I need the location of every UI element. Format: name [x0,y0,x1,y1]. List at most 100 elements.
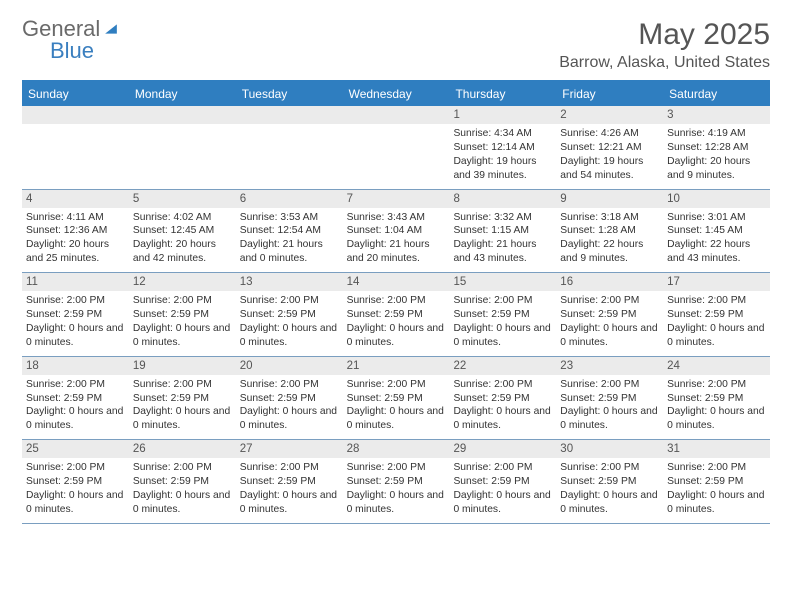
day-details: Sunrise: 3:18 AMSunset: 1:28 AMDaylight:… [560,211,659,267]
date-number [129,106,236,124]
day-cell [22,106,129,189]
day-cell: 30 Sunrise: 2:00 PMSunset: 2:59 PMDayligh… [556,440,663,523]
page-title: May 2025 [559,18,770,52]
week-row: 1 Sunrise: 4:34 AMSunset: 12:14 AMDayligh… [22,106,770,190]
day-header: Friday [556,82,663,106]
day-details: Sunrise: 2:00 PMSunset: 2:59 PMDaylight:… [347,378,446,434]
day-header: Thursday [449,82,556,106]
day-details: Sunrise: 2:00 PMSunset: 2:59 PMDaylight:… [560,378,659,434]
day-cell: 20Sunrise: 2:00 PMSunset: 2:59 PMDayligh… [236,357,343,440]
logo-text: General Blue [22,18,121,62]
date-number: 26 [129,440,236,458]
date-number: 3 [663,106,770,124]
day-cell: 21 Sunrise: 2:00 PMSunset: 2:59 PMDayligh… [343,357,450,440]
date-number: 21 [343,357,450,375]
date-number: 8 [449,190,556,208]
day-details: Sunrise: 3:01 AMSunset: 1:45 AMDaylight:… [667,211,766,267]
day-details: Sunrise: 2:00 PMSunset: 2:59 PMDaylight:… [347,461,446,517]
day-cell: 19Sunrise: 2:00 PMSunset: 2:59 PMDayligh… [129,357,236,440]
date-number: 18 [22,357,129,375]
calendar: SundayMondayTuesdayWednesdayThursdayFrid… [22,80,770,524]
day-details: Sunrise: 2:00 PMSunset: 2:59 PMDaylight:… [240,378,339,434]
date-number: 25 [22,440,129,458]
day-details: Sunrise: 4:19 AMSunset: 12:28 AMDaylight… [667,127,766,183]
date-number: 10 [663,190,770,208]
day-details: Sunrise: 3:43 AMSunset: 1:04 AMDaylight:… [347,211,446,267]
day-cell: 28 Sunrise: 2:00 PMSunset: 2:59 PMDayligh… [343,440,450,523]
title-block: May 2025 Barrow, Alaska, United States [559,18,770,72]
date-number: 28 [343,440,450,458]
location: Barrow, Alaska, United States [559,54,770,72]
day-header: Wednesday [343,82,450,106]
day-cell: 14 Sunrise: 2:00 PMSunset: 2:59 PMDayligh… [343,273,450,356]
date-number: 24 [663,357,770,375]
day-details: Sunrise: 2:00 PMSunset: 2:59 PMDaylight:… [453,461,552,517]
day-cell: 6Sunrise: 3:53 AMSunset: 12:54 AMDayligh… [236,190,343,273]
date-number: 29 [449,440,556,458]
date-number: 9 [556,190,663,208]
day-details: Sunrise: 2:00 PMSunset: 2:59 PMDaylight:… [667,294,766,350]
day-cell: 12 Sunrise: 2:00 PMSunset: 2:59 PMDayligh… [129,273,236,356]
logo: General Blue [22,18,121,62]
date-number: 14 [343,273,450,291]
day-cell: 15Sunrise: 2:00 PMSunset: 2:59 PMDayligh… [449,273,556,356]
day-details: Sunrise: 3:53 AMSunset: 12:54 AMDaylight… [240,211,339,267]
date-number: 13 [236,273,343,291]
day-header: Tuesday [236,82,343,106]
day-details: Sunrise: 4:26 AMSunset: 12:21 AMDaylight… [560,127,659,183]
day-cell: 26 Sunrise: 2:00 PMSunset: 2:59 PMDayligh… [129,440,236,523]
day-cell: 10 Sunrise: 3:01 AMSunset: 1:45 AMDayligh… [663,190,770,273]
day-cell: 16 Sunrise: 2:00 PMSunset: 2:59 PMDayligh… [556,273,663,356]
day-details: Sunrise: 2:00 PMSunset: 2:59 PMDaylight:… [133,294,232,350]
date-number: 16 [556,273,663,291]
day-details: Sunrise: 2:00 PMSunset: 2:59 PMDaylight:… [26,461,125,517]
day-header: Saturday [663,82,770,106]
day-details: Sunrise: 2:00 PMSunset: 2:59 PMDaylight:… [453,378,552,434]
day-cell [343,106,450,189]
date-number: 31 [663,440,770,458]
day-cell: 7 Sunrise: 3:43 AMSunset: 1:04 AMDaylight… [343,190,450,273]
day-details: Sunrise: 2:00 PMSunset: 2:59 PMDaylight:… [240,294,339,350]
day-details [240,127,339,175]
logo-blue: Blue [50,38,94,63]
date-number: 12 [129,273,236,291]
date-number: 4 [22,190,129,208]
day-cell: 1 Sunrise: 4:34 AMSunset: 12:14 AMDayligh… [449,106,556,189]
day-cell: 5Sunrise: 4:02 AMSunset: 12:45 AMDayligh… [129,190,236,273]
week-row: 4Sunrise: 4:11 AMSunset: 12:36 AMDayligh… [22,190,770,274]
date-number: 2 [556,106,663,124]
day-details [26,127,125,175]
day-header: Monday [129,82,236,106]
day-cell: 24Sunrise: 2:00 PMSunset: 2:59 PMDayligh… [663,357,770,440]
date-number: 1 [449,106,556,124]
day-details: Sunrise: 2:00 PMSunset: 2:59 PMDaylight:… [560,461,659,517]
date-number: 15 [449,273,556,291]
date-number: 22 [449,357,556,375]
day-cell [129,106,236,189]
date-number [343,106,450,124]
day-cell: 4Sunrise: 4:11 AMSunset: 12:36 AMDayligh… [22,190,129,273]
day-cell: 22 Sunrise: 2:00 PMSunset: 2:59 PMDayligh… [449,357,556,440]
date-number: 7 [343,190,450,208]
day-details: Sunrise: 4:34 AMSunset: 12:14 AMDaylight… [453,127,552,183]
date-number: 30 [556,440,663,458]
day-details: Sunrise: 2:00 PMSunset: 2:59 PMDaylight:… [26,294,125,350]
day-header-row: SundayMondayTuesdayWednesdayThursdayFrid… [22,82,770,106]
day-cell: 9 Sunrise: 3:18 AMSunset: 1:28 AMDaylight… [556,190,663,273]
date-number: 5 [129,190,236,208]
day-details [347,127,446,175]
day-details: Sunrise: 2:00 PMSunset: 2:59 PMDaylight:… [560,294,659,350]
weeks-container: 1 Sunrise: 4:34 AMSunset: 12:14 AMDayligh… [22,106,770,524]
date-number [22,106,129,124]
day-cell: 3 Sunrise: 4:19 AMSunset: 12:28 AMDayligh… [663,106,770,189]
date-number: 19 [129,357,236,375]
day-details: Sunrise: 2:00 PMSunset: 2:59 PMDaylight:… [347,294,446,350]
day-cell: 27Sunrise: 2:00 PMSunset: 2:59 PMDayligh… [236,440,343,523]
week-row: 18 Sunrise: 2:00 PMSunset: 2:59 PMDayligh… [22,357,770,441]
day-details: Sunrise: 2:00 PMSunset: 2:59 PMDaylight:… [240,461,339,517]
week-row: 11Sunrise: 2:00 PMSunset: 2:59 PMDayligh… [22,273,770,357]
day-details: Sunrise: 2:00 PMSunset: 2:59 PMDaylight:… [133,461,232,517]
day-cell: 23Sunrise: 2:00 PMSunset: 2:59 PMDayligh… [556,357,663,440]
date-number: 11 [22,273,129,291]
logo-triangle-icon [101,22,121,36]
